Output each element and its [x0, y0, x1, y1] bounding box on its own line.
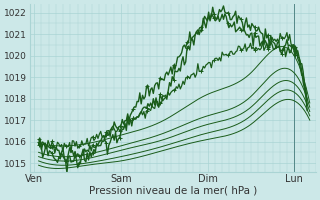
X-axis label: Pression niveau de la mer( hPa ): Pression niveau de la mer( hPa )	[89, 186, 257, 196]
